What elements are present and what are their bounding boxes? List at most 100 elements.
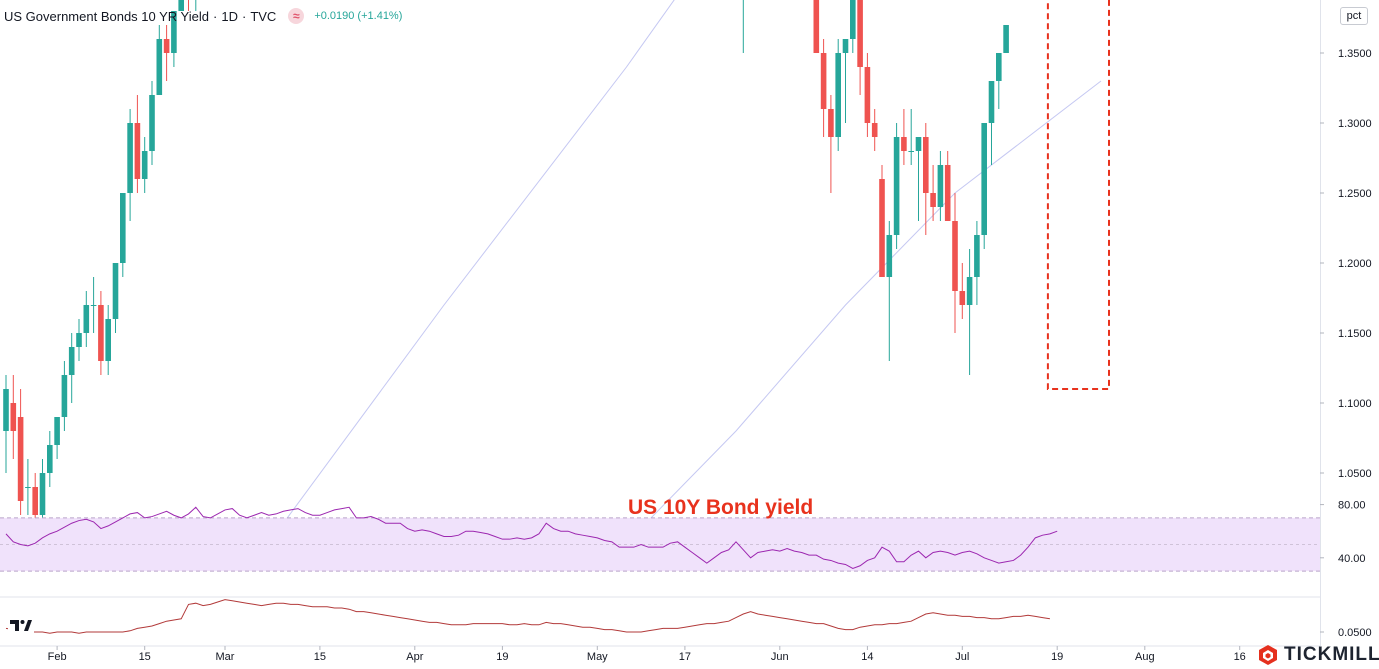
candle-down — [813, 0, 820, 53]
candle-body — [68, 347, 75, 375]
candle-down — [134, 95, 141, 193]
rsi-tick-label: 80.00 — [1338, 500, 1366, 512]
candle-up — [112, 263, 119, 333]
candle-down — [828, 95, 834, 193]
candle-up — [68, 333, 75, 403]
candle-down — [930, 165, 936, 221]
candle-body — [1003, 25, 1009, 53]
price-change: +0.0190 (+1.41%) — [314, 10, 403, 22]
brand-name: TICKMILL — [1284, 644, 1379, 665]
candle-body — [959, 291, 966, 305]
candle-body — [39, 473, 46, 515]
price-tick-label: 1.2000 — [1338, 258, 1372, 270]
candle-up — [25, 459, 31, 515]
wave-icon[interactable]: ≈ — [288, 8, 305, 24]
candle-body — [893, 137, 900, 235]
candle-body — [134, 123, 141, 179]
candle-up — [908, 109, 914, 165]
candle-up — [966, 249, 973, 375]
time-tick-label: 16 — [1234, 651, 1246, 663]
price-tick-label: 1.3000 — [1338, 118, 1372, 130]
header-separator: · — [213, 8, 218, 24]
candle-down — [901, 109, 907, 165]
symbol-title[interactable]: US Government Bonds 10 YR Yield — [4, 8, 209, 24]
candle-down — [944, 151, 951, 221]
candle-body — [90, 305, 97, 306]
scale-toggle-button[interactable]: pct — [1340, 7, 1368, 25]
time-tick-label: 15 — [314, 651, 326, 663]
candle-up — [893, 123, 900, 249]
chart-header: US Government Bonds 10 YR Yield · 1D · T… — [4, 6, 402, 26]
time-tick-label: Aug — [1135, 651, 1155, 663]
candle-body — [857, 0, 863, 67]
candle-up — [47, 431, 53, 487]
candle-body — [3, 389, 9, 431]
candle-body — [842, 39, 849, 53]
candle-body — [156, 39, 163, 95]
candle-body — [47, 445, 53, 473]
candle-down — [923, 123, 929, 235]
candle-body — [127, 123, 133, 193]
candle-body — [813, 0, 820, 53]
candle-body — [171, 11, 177, 53]
candle-down — [857, 0, 863, 95]
candle-up — [842, 39, 849, 123]
tradingview-logo-icon[interactable] — [8, 615, 34, 635]
candle-down — [879, 165, 885, 277]
candle-body — [76, 333, 82, 347]
candle-body — [879, 179, 885, 277]
candle-up — [974, 221, 980, 305]
candle-body — [149, 95, 155, 151]
candle-up — [178, 0, 184, 11]
price-tick-label: 1.1500 — [1338, 328, 1372, 340]
candle-body — [828, 109, 834, 137]
candle-body — [988, 81, 995, 123]
candle-up — [90, 277, 97, 333]
candle-body — [178, 0, 184, 11]
candle-down — [871, 109, 878, 151]
candle-body — [930, 193, 936, 207]
candle-body — [864, 67, 871, 123]
candle-up — [996, 53, 1002, 109]
interval-label[interactable]: 1D — [221, 8, 238, 24]
candle-up — [1003, 25, 1009, 53]
candle-up — [156, 25, 163, 95]
time-tick-label: Feb — [48, 651, 67, 663]
candle-up — [988, 81, 995, 165]
candle-up — [3, 375, 9, 473]
candle-up — [742, 0, 744, 53]
candle-up — [141, 137, 148, 193]
lower-tick-label: 0.0500 — [1338, 627, 1372, 639]
candle-body — [981, 123, 987, 235]
price-tick-label: 1.1000 — [1338, 398, 1372, 410]
candle-body — [966, 277, 973, 305]
lower-indicator-line — [5, 599, 1050, 634]
candle-body — [120, 193, 126, 263]
candle-body — [105, 319, 111, 361]
time-tick-label: 19 — [1051, 651, 1063, 663]
time-tick-label: Jun — [771, 651, 789, 663]
candles-group — [3, 0, 1009, 529]
candle-up — [149, 81, 155, 165]
candle-body — [974, 235, 980, 277]
candle-body — [952, 221, 958, 291]
candle-up — [171, 11, 177, 67]
time-tick-label: Apr — [406, 651, 423, 663]
candle-up — [850, 0, 856, 53]
candle-down — [959, 263, 966, 319]
candle-down — [98, 291, 104, 375]
candle-up — [886, 221, 893, 361]
header-separator: · — [241, 8, 247, 24]
time-tick-label: 17 — [679, 651, 691, 663]
candle-body — [886, 235, 893, 277]
highlight-box — [1046, 0, 1111, 390]
chart-annotation: US 10Y Bond yield — [628, 496, 814, 519]
candle-up — [61, 361, 68, 431]
candle-up — [54, 417, 60, 459]
candle-body — [112, 263, 119, 319]
candle-body — [17, 417, 24, 501]
candle-body — [820, 53, 827, 109]
rsi-tick-label: 40.00 — [1338, 553, 1366, 565]
candle-body — [908, 151, 914, 152]
candle-down — [163, 25, 170, 81]
